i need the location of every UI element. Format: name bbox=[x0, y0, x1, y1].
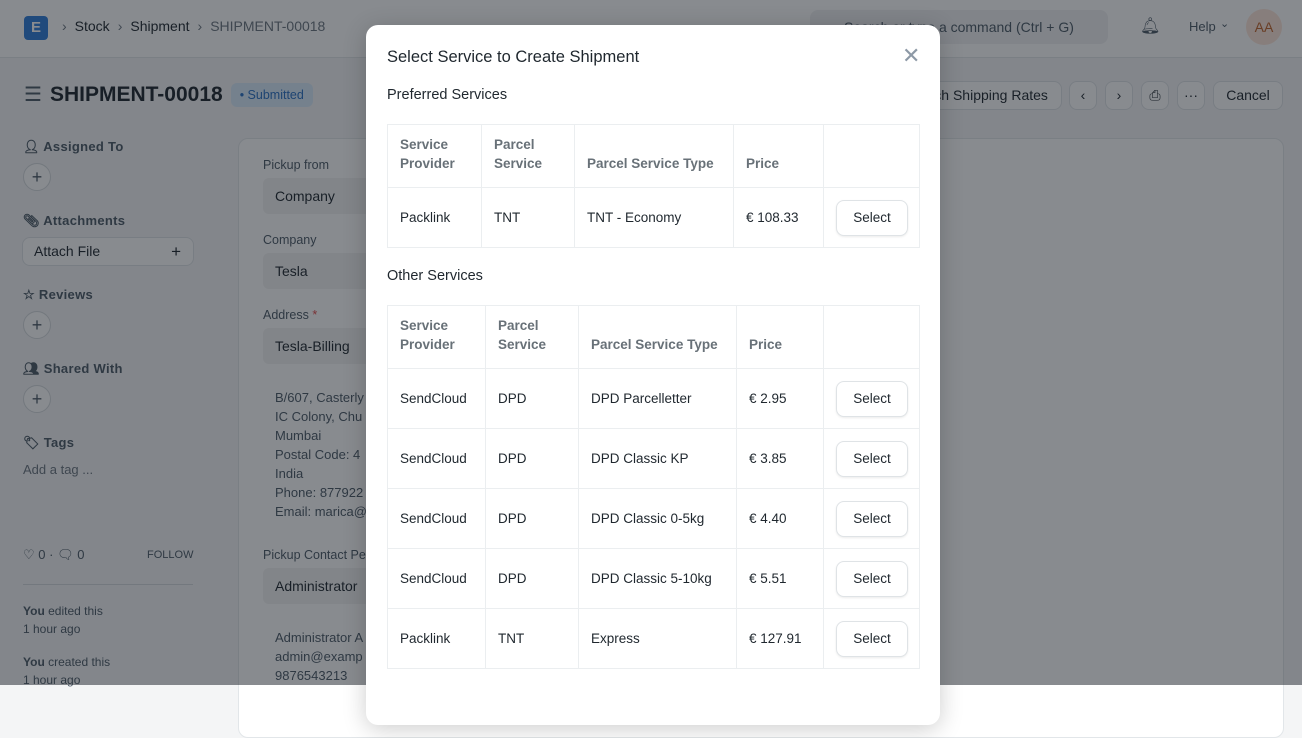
select-service-dialog: Select Service to Create Shipment ✕ Pref… bbox=[366, 25, 940, 725]
table-cell: € 127.91 bbox=[736, 608, 824, 669]
action-cell: Select bbox=[823, 187, 920, 248]
other-services-table: Service Provider Parcel Service Parcel Ser… bbox=[387, 305, 920, 669]
column-header: Parcel Service Type bbox=[574, 124, 734, 188]
table-cell: TNT bbox=[485, 608, 579, 669]
table-cell: DPD Classic 0-5kg bbox=[578, 488, 737, 549]
column-header: Price bbox=[736, 305, 824, 369]
select-button[interactable]: Select bbox=[836, 560, 908, 597]
table-cell: Packlink bbox=[387, 187, 482, 248]
column-header: Parcel Service Type bbox=[578, 305, 737, 369]
table-cell: TNT - Economy bbox=[574, 187, 734, 248]
dialog-title: Select Service to Create Shipment bbox=[387, 48, 640, 66]
table-cell: SendCloud bbox=[387, 488, 486, 549]
action-cell: Select bbox=[823, 548, 920, 609]
table-cell: DPD bbox=[485, 428, 579, 489]
column-header: Service Provider bbox=[387, 305, 486, 369]
close-icon[interactable]: ✕ bbox=[902, 43, 921, 68]
table-cell: DPD bbox=[485, 488, 579, 549]
select-button[interactable]: Select bbox=[836, 620, 908, 657]
table-cell: SendCloud bbox=[387, 368, 486, 429]
table-cell: € 5.51 bbox=[736, 548, 824, 609]
table-cell: € 4.40 bbox=[736, 488, 824, 549]
table-row: Packlink TNT TNT - Economy € 108.33 Select bbox=[387, 187, 920, 248]
table-row: SendCloud DPD DPD Classic KP € 3.85 Select bbox=[387, 428, 920, 489]
table-cell: Packlink bbox=[387, 608, 486, 669]
table-cell: DPD Parcelletter bbox=[578, 368, 737, 429]
select-button[interactable]: Select bbox=[836, 440, 908, 477]
select-button[interactable]: Select bbox=[836, 500, 908, 537]
table-cell: € 2.95 bbox=[736, 368, 824, 429]
select-button[interactable]: Select bbox=[836, 380, 908, 417]
preferred-services-table: Service Provider Parcel Service Parcel Ser… bbox=[387, 124, 920, 248]
table-cell: DPD Classic KP bbox=[578, 428, 737, 489]
column-header: Service Provider bbox=[387, 124, 482, 188]
table-cell: DPD bbox=[485, 368, 579, 429]
table-cell: SendCloud bbox=[387, 548, 486, 609]
table-cell: DPD Classic 5-10kg bbox=[578, 548, 737, 609]
column-header bbox=[823, 124, 920, 188]
table-header-row: Service Provider Parcel Service Parcel Ser… bbox=[387, 305, 920, 369]
action-cell: Select bbox=[823, 428, 920, 489]
action-cell: Select bbox=[823, 368, 920, 429]
table-row: SendCloud DPD DPD Parcelletter € 2.95 Select bbox=[387, 368, 920, 429]
table-cell: € 3.85 bbox=[736, 428, 824, 489]
table-row: SendCloud DPD DPD Classic 5-10kg € 5.51 Sele… bbox=[387, 548, 920, 609]
table-cell: SendCloud bbox=[387, 428, 486, 489]
column-header: Parcel Service bbox=[485, 305, 579, 369]
select-button[interactable]: Select bbox=[836, 199, 908, 236]
table-cell: Express bbox=[578, 608, 737, 669]
preferred-services-heading: Preferred Services bbox=[387, 87, 508, 103]
action-cell: Select bbox=[823, 488, 920, 549]
table-row: Packlink TNT Express € 127.91 Select bbox=[387, 608, 920, 669]
table-row: SendCloud DPD DPD Classic 0-5kg € 4.40 Selec… bbox=[387, 488, 920, 549]
column-header: Parcel Service bbox=[481, 124, 575, 188]
table-cell: € 108.33 bbox=[733, 187, 824, 248]
action-cell: Select bbox=[823, 608, 920, 669]
table-header-row: Service Provider Parcel Service Parcel Ser… bbox=[387, 124, 920, 188]
other-services-heading: Other Services bbox=[387, 268, 483, 284]
column-header bbox=[823, 305, 920, 369]
column-header: Price bbox=[733, 124, 824, 188]
table-cell: DPD bbox=[485, 548, 579, 609]
table-cell: TNT bbox=[481, 187, 575, 248]
